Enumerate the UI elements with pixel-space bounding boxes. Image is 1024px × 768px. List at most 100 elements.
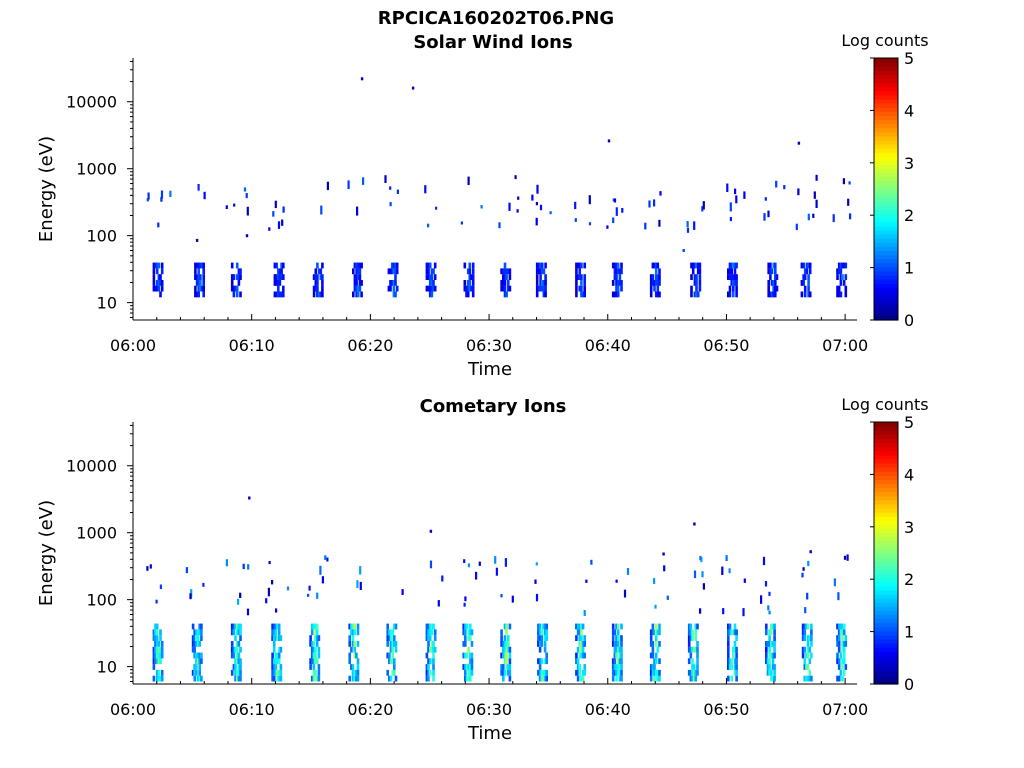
colorbar-swatch bbox=[874, 74, 898, 80]
spectrogram-cell bbox=[312, 291, 316, 298]
colorbar-swatch bbox=[874, 135, 898, 141]
spectrogram-cell bbox=[355, 669, 358, 676]
spectrogram-cell bbox=[805, 623, 808, 630]
spectrogram-cell bbox=[394, 280, 397, 286]
spectrogram-cell bbox=[286, 586, 290, 591]
spectrogram-cell bbox=[273, 291, 277, 298]
spectrogram-cell bbox=[502, 268, 505, 275]
spectrogram-cell bbox=[771, 675, 775, 682]
spectrogram-cell bbox=[310, 652, 314, 659]
spectrogram-cell bbox=[464, 675, 467, 682]
spectrogram-cell bbox=[611, 641, 615, 647]
spectrogram-cell bbox=[696, 623, 699, 630]
spectrogram-cell bbox=[836, 623, 839, 630]
spectrogram-cell bbox=[616, 629, 620, 636]
spectrogram-cell bbox=[732, 262, 735, 269]
spectrogram-cell bbox=[469, 623, 472, 630]
spectrogram-cell bbox=[730, 629, 733, 636]
spectrogram-cell bbox=[686, 227, 690, 233]
spectrogram-cell bbox=[273, 274, 277, 280]
spectrogram-cell bbox=[310, 623, 314, 630]
spectrogram-cell bbox=[580, 635, 583, 641]
spectrogram-cell bbox=[658, 669, 661, 676]
spectrogram-cell bbox=[321, 576, 324, 584]
spectrogram-cell bbox=[433, 629, 437, 636]
spectrogram-cell bbox=[689, 635, 693, 641]
spectrogram-cell bbox=[616, 669, 620, 676]
spectrogram-cell bbox=[277, 285, 280, 292]
spectrogram-cell bbox=[430, 268, 434, 275]
spectrogram-cell bbox=[235, 658, 239, 665]
spectrogram-cell bbox=[276, 635, 279, 641]
spectrogram-cell bbox=[274, 669, 278, 676]
spectrogram-cell bbox=[508, 202, 511, 211]
spectrogram-cell bbox=[351, 635, 355, 641]
colorbar-swatch bbox=[874, 229, 898, 235]
spectrogram-cell bbox=[424, 185, 427, 194]
spectrogram-cell bbox=[768, 652, 771, 659]
spectrogram-cell bbox=[620, 658, 623, 665]
spectrogram-cell bbox=[618, 268, 622, 275]
spectrogram-cell bbox=[654, 629, 658, 636]
colorbar-swatch bbox=[874, 647, 898, 652]
spectrogram-cell bbox=[425, 623, 429, 630]
spectrogram-cell bbox=[195, 652, 198, 659]
spectrogram-cell bbox=[735, 262, 738, 269]
spectrogram-cell bbox=[237, 623, 241, 630]
colorbar-swatch bbox=[874, 119, 898, 125]
spectrogram-cell bbox=[460, 221, 463, 225]
spectrogram-cell bbox=[651, 280, 655, 286]
spectrogram-cell bbox=[425, 262, 429, 269]
spectrogram-cell bbox=[730, 658, 733, 665]
spectrogram-cell bbox=[235, 629, 239, 636]
colorbar-tick-label: 4 bbox=[904, 465, 914, 484]
spectrogram-cell bbox=[425, 274, 429, 280]
colorbar-swatch bbox=[874, 516, 898, 521]
spectrogram-cell bbox=[732, 280, 735, 286]
spectrogram-cell bbox=[389, 202, 392, 207]
spectrogram-cell bbox=[469, 658, 472, 665]
spectrogram-cell bbox=[195, 641, 198, 647]
spectrogram-cell bbox=[307, 593, 310, 597]
spectrogram-cell bbox=[430, 658, 434, 665]
spectrogram-cell bbox=[396, 189, 399, 194]
colorbar-swatch bbox=[874, 291, 898, 297]
spectrogram-cell bbox=[539, 268, 542, 275]
spectrogram-cell bbox=[351, 664, 355, 670]
spectrogram-cell bbox=[583, 610, 586, 616]
spectrogram-cell bbox=[844, 274, 848, 280]
spectrogram-cell bbox=[768, 635, 771, 641]
spectrogram-cell bbox=[441, 575, 444, 582]
spectrogram-cell bbox=[575, 285, 578, 292]
spectrogram-cell bbox=[580, 675, 583, 682]
spectrogram-cell bbox=[146, 198, 149, 202]
spectrogram-cell bbox=[317, 646, 321, 653]
spectrogram-cell bbox=[272, 629, 276, 636]
spectrogram-cell bbox=[230, 646, 234, 653]
spectrogram-cell bbox=[498, 222, 501, 229]
spectrogram-cell bbox=[237, 629, 241, 636]
spectrogram-cell bbox=[841, 629, 844, 636]
spectrogram-cell bbox=[427, 646, 430, 653]
spectrogram-cell bbox=[727, 635, 730, 641]
spectrogram-cell bbox=[505, 664, 508, 670]
spectrogram-cell bbox=[808, 675, 812, 682]
spectrogram-cell bbox=[427, 623, 430, 630]
spectrogram-cell bbox=[350, 646, 353, 653]
spectrogram-cell bbox=[471, 291, 475, 298]
spectrogram-cell bbox=[230, 641, 234, 647]
spectrogram-cell bbox=[611, 635, 615, 641]
spectrogram-cell bbox=[152, 629, 156, 636]
spectrogram-cell bbox=[842, 280, 846, 286]
spectrogram-cell bbox=[691, 669, 694, 676]
spectrogram-cell bbox=[239, 592, 242, 598]
spectrogram-cell bbox=[535, 291, 539, 298]
spectrogram-cell bbox=[235, 291, 239, 298]
spectrogram-cell bbox=[503, 623, 507, 630]
spectrogram-cell bbox=[767, 210, 770, 218]
spectrogram-cell bbox=[613, 629, 617, 636]
spectrogram-cell bbox=[247, 564, 250, 570]
spectrogram-cell bbox=[160, 646, 164, 653]
